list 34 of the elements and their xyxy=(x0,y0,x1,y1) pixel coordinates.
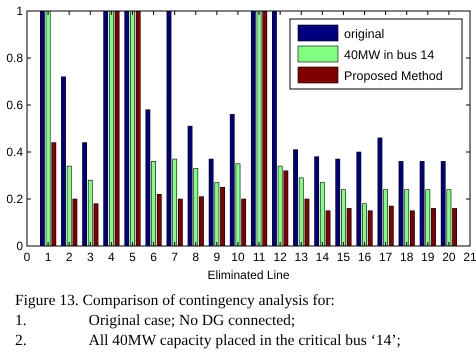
legend-label: 40MW in bus 14 xyxy=(344,48,434,62)
x-tick-label: 13 xyxy=(294,250,308,264)
y-tick-label: 0.4 xyxy=(6,145,24,159)
x-tick-label: 5 xyxy=(129,250,136,264)
x-tick-label: 12 xyxy=(273,250,288,264)
y-tick-label: 0.2 xyxy=(6,192,24,206)
caption: Figure 13. Comparison of contingency analysis for: xyxy=(15,292,335,309)
x-tick-label: 18 xyxy=(400,250,414,264)
text: 2. All 40MW capacity placed in the critical bus ‘14’; xyxy=(15,332,401,349)
x-tick-label: 19 xyxy=(421,250,435,264)
x-tick-label: 9 xyxy=(214,250,221,264)
x-tick-label: 17 xyxy=(378,250,393,264)
x-tick-label: 11 xyxy=(252,250,266,264)
x-tick-label: 14 xyxy=(316,250,330,264)
x-tick-label: 16 xyxy=(358,250,372,264)
x-tick-label: 3 xyxy=(86,250,94,264)
x-axis-title: Eliminated Line xyxy=(207,268,290,282)
y-tick-label: 1 xyxy=(16,4,24,18)
x-tick-label: 8 xyxy=(192,250,200,264)
y-tick-label: 0 xyxy=(16,239,24,253)
y-tick-label: 0.6 xyxy=(6,98,24,112)
x-tick-label: 6 xyxy=(150,250,158,264)
x-tick-label: 4 xyxy=(108,250,116,264)
x-tick-label: 21 xyxy=(463,250,476,264)
x-tick-label: 10 xyxy=(231,250,245,264)
x-tick-label: 1 xyxy=(44,250,52,264)
y-tick-label: 0.8 xyxy=(6,51,24,65)
legend-label: Proposed Method xyxy=(344,69,443,83)
text: 1. Original case; No DG connected; xyxy=(15,312,296,329)
x-tick-label: 15 xyxy=(336,250,350,264)
x-tick-label: 2 xyxy=(66,250,73,264)
x-tick-label: 20 xyxy=(442,250,456,264)
legend-label: original xyxy=(344,27,384,41)
x-tick-label: 7 xyxy=(171,250,178,264)
